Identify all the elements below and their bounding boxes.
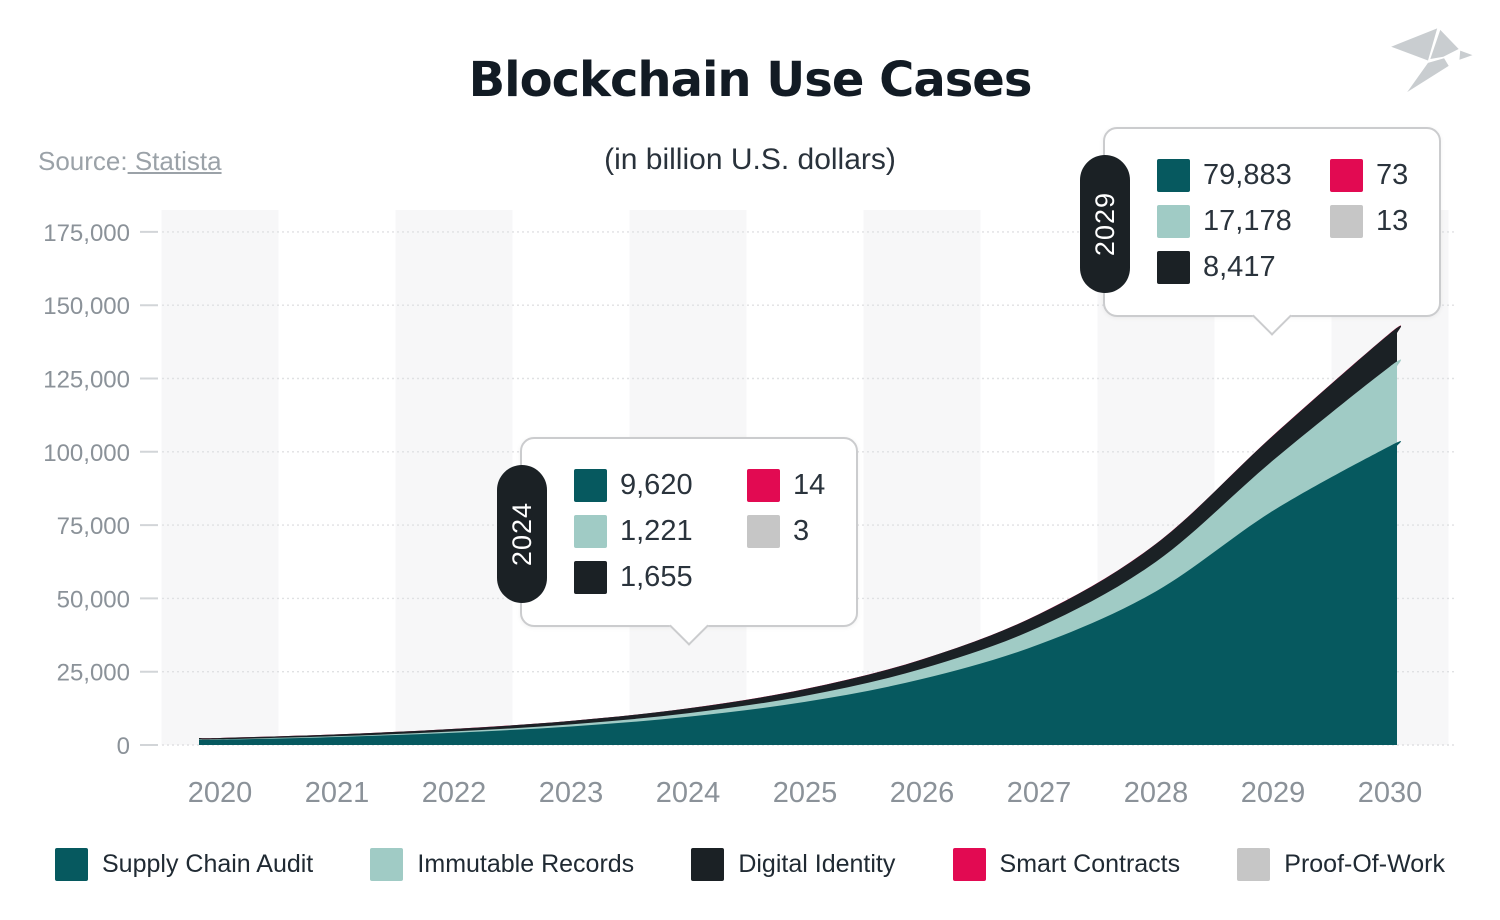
tooltip-row: 14	[747, 469, 842, 502]
legend-item-immutable-records: Immutable Records	[370, 848, 634, 881]
x-axis-label: 2022	[422, 777, 487, 809]
legend-item-digital-identity: Digital Identity	[691, 848, 895, 881]
tooltip-row: 1,655	[574, 561, 747, 594]
x-axis-label: 2020	[188, 777, 253, 809]
y-axis-label: 100,000	[43, 440, 130, 467]
x-axis-label: 2024	[656, 777, 721, 809]
swatch-digital-identity	[574, 561, 607, 594]
swatch-smart-contracts	[747, 469, 780, 502]
legend-item-proof-of-work: Proof-Of-Work	[1237, 848, 1445, 881]
tooltip-2024: 2024 9,620 1,221 1,655 14 3	[497, 437, 858, 646]
tooltip-row: 9,620	[574, 469, 747, 502]
legend-swatch	[1237, 848, 1271, 881]
tooltip-value: 1,221	[620, 515, 693, 547]
y-axis-label: 75,000	[57, 513, 130, 540]
tooltip-value: 13	[1376, 205, 1409, 237]
y-axis-label: 25,000	[57, 660, 130, 687]
legend-swatch	[691, 848, 725, 881]
y-axis-label: 125,000	[43, 367, 130, 394]
x-axis-label: 2021	[305, 777, 370, 809]
x-axis-label: 2028	[1124, 777, 1189, 809]
tooltip-value: 73	[1376, 159, 1409, 191]
swatch-supply-chain-audit	[574, 469, 607, 502]
background-stripe	[161, 210, 279, 745]
legend-label: Supply Chain Audit	[102, 850, 314, 878]
tooltip-row: 13	[1330, 205, 1425, 238]
tooltip-values: 9,620 1,221 1,655 14 3	[574, 469, 842, 594]
x-axis-label: 2030	[1358, 777, 1423, 809]
legend-label: Proof-Of-Work	[1284, 850, 1445, 878]
swatch-immutable-records	[1157, 205, 1190, 238]
legend-label: Immutable Records	[417, 850, 635, 878]
logo-beak	[1459, 50, 1473, 60]
swatch-proof-of-work	[747, 515, 780, 548]
y-axis-label: 0	[117, 733, 130, 760]
legend-swatch	[55, 848, 88, 881]
y-axis-label: 150,000	[43, 293, 130, 320]
tooltip-year-pill: 2024	[497, 465, 547, 603]
legend-swatch	[370, 848, 404, 881]
swatch-smart-contracts	[1330, 159, 1363, 192]
swatch-supply-chain-audit	[1157, 159, 1190, 192]
tooltip-row: 73	[1330, 159, 1425, 192]
logo-tail	[1407, 58, 1449, 92]
tooltip-values: 79,883 17,178 8,417 73 13	[1157, 159, 1425, 284]
x-axis-label: 2027	[1007, 777, 1072, 809]
legend-item-supply-chain-audit: Supply Chain Audit	[55, 848, 313, 881]
x-axis-label: 2026	[890, 777, 955, 809]
swatch-digital-identity	[1157, 251, 1190, 284]
tooltip-value: 3	[793, 515, 810, 547]
tooltip-row: 1,221	[574, 515, 747, 548]
tooltip-value: 1,655	[620, 561, 693, 593]
y-axis-label: 50,000	[57, 586, 130, 613]
tooltip-2029: 2029 79,883 17,178 8,417 73 13	[1080, 127, 1441, 336]
legend-label: Smart Contracts	[999, 850, 1181, 878]
tooltip-row: 8,417	[1157, 251, 1330, 284]
y-axis-label: 175,000	[43, 220, 130, 247]
tooltip-row: 17,178	[1157, 205, 1330, 238]
tooltip-year-pill: 2029	[1080, 155, 1130, 293]
area-supply-chain-audit[interactable]	[199, 441, 1402, 745]
source-prefix: Source:	[38, 146, 128, 176]
source-link[interactable]: Statista	[127, 146, 222, 176]
x-axis-label: 2025	[773, 777, 838, 809]
swatch-immutable-records	[574, 515, 607, 548]
tooltip-value: 14	[793, 469, 826, 501]
page-title: Blockchain Use Cases	[468, 52, 1033, 108]
logo-wing	[1391, 28, 1438, 61]
logo-head	[1430, 29, 1459, 59]
swatch-proof-of-work	[1330, 205, 1363, 238]
tooltip-row: 3	[747, 515, 842, 548]
legend-swatch	[952, 848, 986, 881]
origami-bird-logo	[1391, 28, 1473, 92]
legend-label: Digital Identity	[738, 850, 896, 878]
x-axis-label: 2023	[539, 777, 604, 809]
source-line: Source: Statista	[38, 146, 222, 177]
tooltip-value: 79,883	[1203, 159, 1292, 191]
tooltip-row: 79,883	[1157, 159, 1330, 192]
chart-subtitle: (in billion U.S. dollars)	[604, 143, 896, 176]
background-stripe	[395, 210, 513, 745]
x-axis-label: 2029	[1241, 777, 1306, 809]
tooltip-value: 17,178	[1203, 205, 1292, 237]
tooltip-value: 9,620	[620, 469, 693, 501]
chart-legend: Supply Chain Audit Immutable Records Digit…	[55, 848, 1445, 881]
tooltip-year-label: 2029	[1089, 191, 1120, 257]
legend-item-smart-contracts: Smart Contracts	[952, 848, 1181, 881]
tooltip-value: 8,417	[1203, 251, 1276, 283]
tooltip-year-label: 2024	[506, 501, 537, 567]
